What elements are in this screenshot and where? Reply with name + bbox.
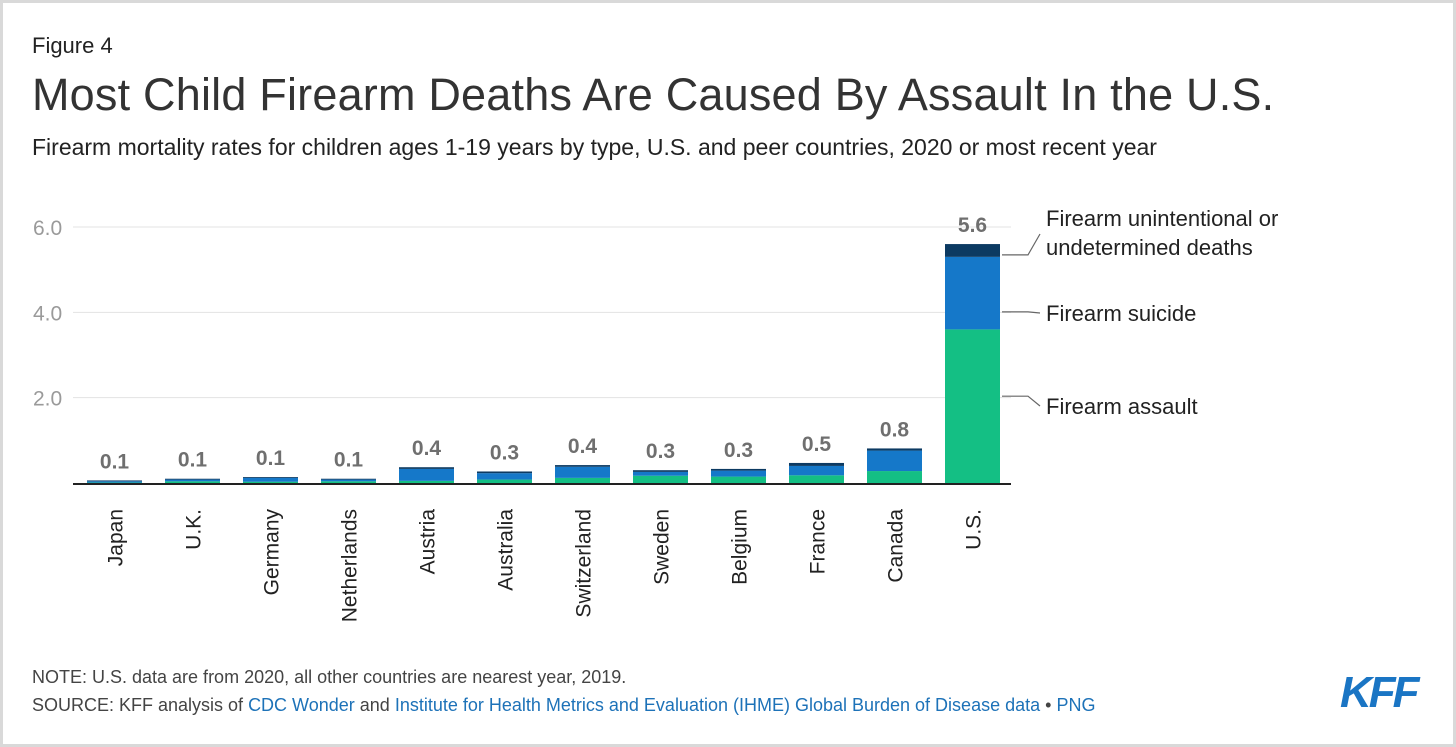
bar-segment <box>711 476 766 483</box>
bar-segment <box>711 468 766 471</box>
bar-segment <box>87 481 142 483</box>
bar-segment <box>789 465 844 476</box>
bar-segment <box>555 466 610 478</box>
series-label: undetermined deaths <box>1046 235 1253 260</box>
bar-total-label: 0.1 <box>334 449 364 472</box>
bar-segment <box>243 477 298 482</box>
bar-total-label: 0.8 <box>880 418 910 441</box>
y-tick-label: 4.0 <box>33 302 62 325</box>
category-label: U.S. <box>963 509 986 550</box>
bar-segment <box>945 256 1000 330</box>
bar-segment <box>321 478 376 480</box>
bar-segment <box>243 477 298 478</box>
png-download-link[interactable]: PNG <box>1056 695 1096 715</box>
legend-leader-line <box>1002 395 1041 407</box>
series-label: Firearm assault <box>1046 394 1198 419</box>
source-prefix: SOURCE: KFF analysis of <box>32 695 249 715</box>
bar-segment <box>633 471 688 476</box>
category-label: Sweden <box>651 509 674 585</box>
y-tick-label: 6.0 <box>33 217 62 240</box>
bar-segment <box>945 329 1000 483</box>
bar-segment <box>321 479 376 482</box>
bar-total-label: 0.5 <box>802 433 832 456</box>
bar-segment <box>399 468 454 481</box>
stacked-bar-chart: 6.0 4.0 2.0 0.1 Japan 0.1 U.K. 0.1 Germany 0.1 Net… <box>33 206 1278 622</box>
source-and: and <box>354 695 395 715</box>
bar-total-label: 0.1 <box>100 450 130 473</box>
series-label: Firearm suicide <box>1046 301 1196 326</box>
cdc-wonder-link[interactable]: CDC Wonder <box>248 695 355 715</box>
bar-segment <box>789 462 844 466</box>
bar-segment <box>867 448 922 451</box>
bar-total-label: 0.4 <box>568 435 598 458</box>
legend-leader-line <box>1002 311 1041 314</box>
category-label: France <box>807 509 830 574</box>
y-tick-label: 2.0 <box>33 388 62 411</box>
bar-segment <box>165 479 220 482</box>
bar-segment <box>399 480 454 483</box>
bar-segment <box>789 475 844 483</box>
figure-label: Figure 4 <box>32 33 113 58</box>
note-text: NOTE: U.S. data are from 2020, all other… <box>32 667 627 687</box>
bar-segment <box>633 470 688 472</box>
source-separator: • <box>1040 695 1057 715</box>
bar-segment <box>477 479 532 483</box>
bar-segment <box>555 465 610 467</box>
category-label: Japan <box>105 509 128 566</box>
bar-segment <box>555 477 610 483</box>
bar-total-label: 0.4 <box>412 437 442 460</box>
bar-segment <box>711 470 766 477</box>
series-label: Firearm unintentional or <box>1046 206 1278 231</box>
bar-total-label: 5.6 <box>958 214 987 237</box>
bar-segment <box>633 475 688 483</box>
bar-segment <box>867 450 922 472</box>
category-label: Netherlands <box>339 509 362 622</box>
bar-segment <box>321 481 376 483</box>
bar-segment <box>165 478 220 480</box>
bar-segment <box>945 244 1000 257</box>
bar-segment <box>477 471 532 474</box>
bar-total-label: 0.1 <box>256 447 286 470</box>
category-label: Austria <box>417 509 440 575</box>
bar-segment <box>477 473 532 480</box>
category-label: Germany <box>261 509 284 596</box>
source-text: SOURCE: KFF analysis of CDC Wonder and I… <box>32 695 1095 716</box>
category-label: Belgium <box>729 509 752 585</box>
bar-segment <box>87 480 142 482</box>
category-label: U.K. <box>183 509 206 550</box>
legend-leader-line <box>1002 233 1041 256</box>
ihme-link[interactable]: Institute for Health Metrics and Evaluat… <box>394 695 1041 715</box>
bar-total-label: 0.3 <box>646 440 675 463</box>
chart-subtitle: Firearm mortality rates for children age… <box>32 134 1157 160</box>
bar-total-label: 0.3 <box>724 439 753 462</box>
bar-segment <box>243 481 298 483</box>
bar-segment <box>399 467 454 469</box>
bar-total-label: 0.3 <box>490 441 519 464</box>
chart-title: Most Child Firearm Deaths Are Caused By … <box>32 69 1275 120</box>
bar-segment <box>165 481 220 483</box>
kff-logo: KFF <box>1340 668 1420 717</box>
bar-segment <box>867 471 922 483</box>
bar-total-label: 0.1 <box>178 449 208 472</box>
category-label: Switzerland <box>573 509 596 618</box>
category-label: Canada <box>885 509 908 583</box>
category-label: Australia <box>495 509 518 591</box>
